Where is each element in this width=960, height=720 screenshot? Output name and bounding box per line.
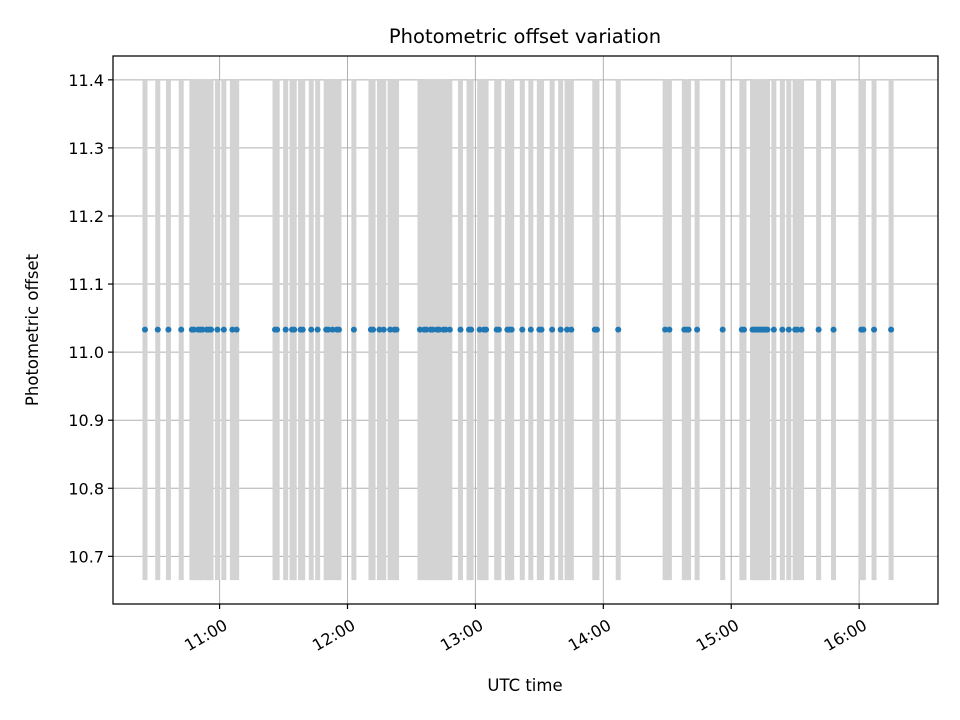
y-tick-label: 10.7 — [68, 547, 104, 566]
data-point — [694, 326, 701, 333]
data-point — [154, 326, 161, 333]
data-point — [483, 326, 490, 333]
data-point — [685, 326, 692, 333]
data-point — [615, 326, 622, 333]
data-point — [557, 326, 564, 333]
data-point — [436, 326, 443, 333]
data-point — [191, 326, 198, 333]
data-point — [282, 326, 289, 333]
data-point — [308, 326, 315, 333]
data-point — [593, 326, 600, 333]
data-point — [888, 326, 895, 333]
y-tick-label: 11.3 — [68, 139, 104, 158]
y-tick-label: 11.2 — [68, 207, 104, 226]
data-point — [815, 326, 822, 333]
y-tick-label: 11.1 — [68, 275, 104, 294]
data-point — [764, 326, 771, 333]
y-tick-label: 11.4 — [68, 71, 104, 90]
data-point — [495, 326, 502, 333]
data-points — [141, 326, 895, 333]
data-point — [457, 326, 464, 333]
data-point — [291, 326, 298, 333]
y-axis-label: Photometric offset — [23, 253, 42, 406]
plot-frame — [112, 55, 939, 605]
data-point — [798, 326, 805, 333]
data-point — [370, 326, 377, 333]
data-point — [380, 326, 387, 333]
data-point — [794, 326, 801, 333]
data-point — [860, 326, 867, 333]
data-point — [741, 326, 748, 333]
data-point — [662, 326, 669, 333]
x-axis-label: UTC time — [487, 676, 562, 695]
data-point — [393, 326, 400, 333]
data-point — [423, 326, 430, 333]
data-point — [508, 326, 515, 333]
data-point — [387, 326, 394, 333]
data-point — [335, 326, 342, 333]
data-point — [779, 326, 786, 333]
chart-title: Photometric offset variation — [389, 25, 661, 48]
data-point — [329, 326, 336, 333]
data-point — [208, 326, 215, 333]
data-point — [830, 326, 837, 333]
data-point — [178, 326, 185, 333]
data-point — [325, 326, 332, 333]
data-point — [274, 326, 281, 333]
data-point — [214, 326, 221, 333]
y-tick-label: 11.0 — [68, 343, 104, 362]
data-point — [719, 326, 726, 333]
data-point — [141, 326, 148, 333]
data-point — [165, 326, 172, 333]
data-point — [549, 326, 556, 333]
data-point — [229, 326, 236, 333]
data-point — [568, 326, 575, 333]
data-point — [527, 326, 534, 333]
data-point — [468, 326, 475, 333]
data-point — [446, 326, 453, 333]
data-point — [314, 326, 321, 333]
data-point — [564, 326, 571, 333]
data-point — [666, 326, 673, 333]
data-point — [220, 326, 227, 333]
data-point — [376, 326, 383, 333]
data-point — [199, 326, 206, 333]
data-point — [785, 326, 792, 333]
y-tick-label: 10.8 — [68, 479, 104, 498]
data-point — [233, 326, 240, 333]
data-point — [770, 326, 777, 333]
data-point — [476, 326, 483, 333]
data-point — [442, 326, 449, 333]
data-point — [538, 326, 545, 333]
data-point — [429, 326, 436, 333]
data-point — [299, 326, 306, 333]
y-tick-label: 10.9 — [68, 411, 104, 430]
data-point — [350, 326, 357, 333]
data-point — [871, 326, 878, 333]
data-point — [416, 326, 423, 333]
data-point — [519, 326, 526, 333]
